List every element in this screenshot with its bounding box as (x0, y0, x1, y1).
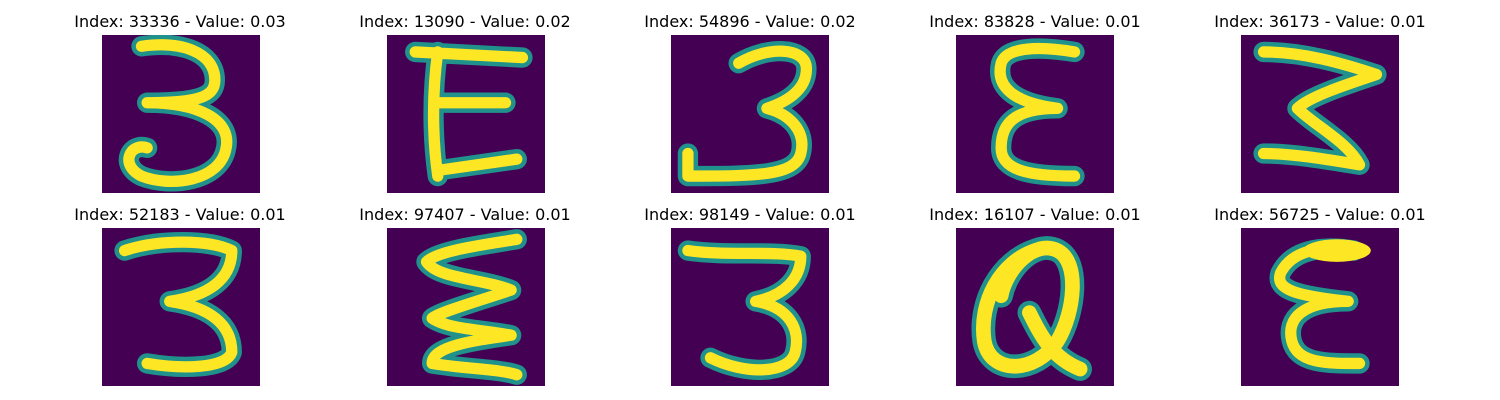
panel-title-10: Index: 56725 - Value: 0.01 (1214, 205, 1426, 224)
digit-image-9 (956, 228, 1114, 386)
digit-image-6 (102, 228, 260, 386)
panel-title-8: Index: 98149 - Value: 0.01 (644, 205, 856, 224)
digit-image-1 (102, 35, 260, 193)
panel-title-3: Index: 54896 - Value: 0.02 (644, 12, 856, 31)
digit-image-10 (1241, 228, 1399, 386)
digit-image-8 (671, 228, 829, 386)
digit-image-5 (1241, 35, 1399, 193)
panel-title-7: Index: 97407 - Value: 0.01 (359, 205, 571, 224)
panel-title-6: Index: 52183 - Value: 0.01 (74, 205, 286, 224)
digit-image-3 (671, 35, 829, 193)
digit-image-7 (387, 228, 545, 386)
panel-title-5: Index: 36173 - Value: 0.01 (1214, 12, 1426, 31)
digit-image-4 (956, 35, 1114, 193)
panel-title-4: Index: 83828 - Value: 0.01 (929, 12, 1141, 31)
panel-title-1: Index: 33336 - Value: 0.03 (74, 12, 286, 31)
digit-image-2 (387, 35, 545, 193)
panel-title-9: Index: 16107 - Value: 0.01 (929, 205, 1141, 224)
panel-title-2: Index: 13090 - Value: 0.02 (359, 12, 571, 31)
